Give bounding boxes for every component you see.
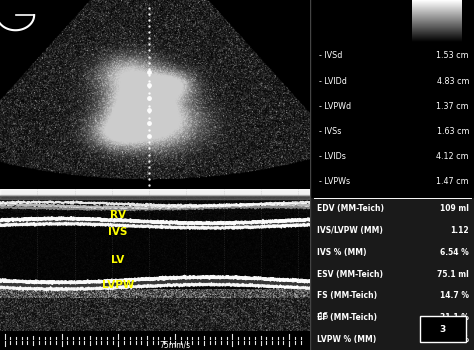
Text: 6.54 %: 6.54 %	[440, 248, 469, 257]
Text: RV: RV	[110, 210, 126, 219]
Text: 1.12: 1.12	[450, 226, 469, 235]
FancyBboxPatch shape	[420, 316, 466, 342]
Text: bpm: bpm	[431, 340, 448, 349]
Text: 3: 3	[440, 324, 446, 334]
Text: 31.1 %: 31.1 %	[440, 313, 469, 322]
Text: - LVIDs: - LVIDs	[319, 152, 346, 161]
Text: 1.53 cm: 1.53 cm	[437, 51, 469, 61]
Text: LVPW: LVPW	[102, 280, 134, 290]
Text: EDV (MM-Teich): EDV (MM-Teich)	[317, 204, 384, 214]
Text: ESV (MM-Teich): ESV (MM-Teich)	[317, 270, 383, 279]
Text: IVS: IVS	[108, 226, 128, 237]
Text: 109 ml: 109 ml	[440, 204, 469, 214]
Text: 4.83 cm: 4.83 cm	[437, 77, 469, 86]
Text: -15: -15	[317, 312, 329, 321]
Text: 7.30 %: 7.30 %	[440, 335, 469, 344]
Text: FS (MM-Teich): FS (MM-Teich)	[317, 291, 377, 300]
Text: 1.37 cm: 1.37 cm	[437, 102, 469, 111]
Text: - LVPWd: - LVPWd	[319, 102, 351, 111]
Text: - LVIDd: - LVIDd	[319, 77, 346, 86]
Text: LV: LV	[111, 255, 125, 265]
Text: - IVSs: - IVSs	[319, 127, 341, 136]
Text: 14.7 %: 14.7 %	[440, 291, 469, 300]
Text: 1.47 cm: 1.47 cm	[437, 177, 469, 187]
Text: 75mm/s: 75mm/s	[160, 340, 191, 349]
Text: 4.12 cm: 4.12 cm	[437, 152, 469, 161]
Text: EF (MM-Teich): EF (MM-Teich)	[317, 313, 377, 322]
Bar	[310, 198, 474, 350]
Text: - LVPWs: - LVPWs	[319, 177, 350, 187]
Text: IVS % (MM): IVS % (MM)	[317, 248, 366, 257]
Text: 1.63 cm: 1.63 cm	[437, 127, 469, 136]
Text: IVS/LVPW (MM): IVS/LVPW (MM)	[317, 226, 383, 235]
Text: 75.1 ml: 75.1 ml	[438, 270, 469, 279]
Text: LVPW % (MM): LVPW % (MM)	[317, 335, 376, 344]
Text: - IVSd: - IVSd	[319, 51, 342, 61]
